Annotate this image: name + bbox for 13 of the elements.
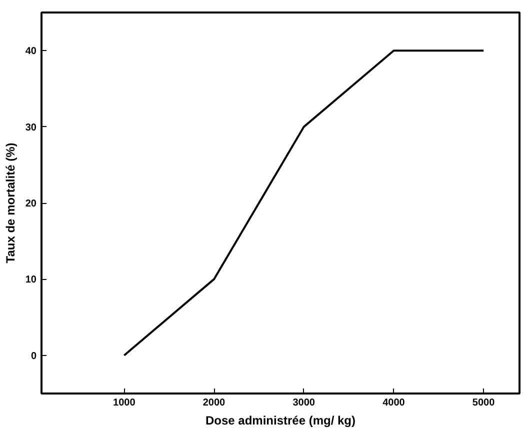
x-tick-label: 2000 xyxy=(202,398,226,408)
y-tick-label: 40 xyxy=(25,46,37,58)
x-tick-label: 5000 xyxy=(472,398,496,408)
line-series xyxy=(123,50,485,356)
x-tick-label: 3000 xyxy=(292,398,316,408)
y-tick-label: 30 xyxy=(25,122,37,134)
y-tick-label: 10 xyxy=(25,274,37,286)
x-axis-title: Dose administrée (mg/ kg) xyxy=(205,414,356,428)
y-tick-label: 0 xyxy=(30,350,37,362)
x-tick-label: 1000 xyxy=(113,398,136,408)
y-tick-label: 20 xyxy=(25,198,37,210)
y-axis-title: Taux de mortalité (%) xyxy=(3,142,18,264)
x-tick-label: 4000 xyxy=(382,398,406,408)
